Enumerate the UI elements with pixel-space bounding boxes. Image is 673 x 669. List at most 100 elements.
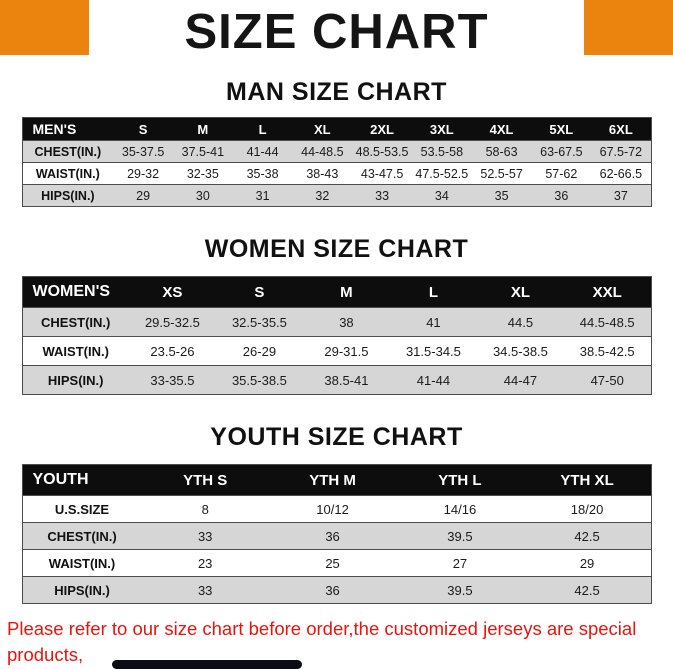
women-size-header-cell: L [389,276,477,308]
men-value-cell: 43-47.5 [352,162,412,185]
men-size-header-cell: L [232,117,293,141]
youth-value-cell: 23 [141,549,269,577]
corner-decoration-right [584,0,673,55]
women-table-title-cell: WOMEN'S [22,276,129,308]
men-size-header-cell: XL [292,117,353,141]
youth-row-label: CHEST(IN.) [22,522,142,550]
youth-table-row: CHEST(IN.) 33 36 39.5 42.5 [22,522,651,550]
men-value-cell: 29 [113,184,173,207]
footer-note: Please refer to our size chart before or… [0,616,673,669]
women-value-cell: 44.5 [476,307,564,337]
women-value-cell: 34.5-38.5 [476,336,564,366]
youth-value-cell: 18/20 [523,495,651,523]
men-value-cell: 35 [471,184,532,207]
women-value-cell: 32.5-35.5 [215,307,303,337]
men-size-header-cell: 6XL [591,117,651,141]
men-row-label: HIPS(IN.) [22,184,114,207]
youth-value-cell: 27 [396,549,524,577]
youth-size-table: YOUTH YTH S YTH M YTH L YTH XL U.S.SIZE 8 10/12… [21,464,652,604]
men-value-cell: 44-48.5 [292,140,353,163]
women-size-header-cell: XXL [563,276,651,308]
youth-row-label: U.S.SIZE [22,495,142,523]
women-table-row: HIPS(IN.) 33-35.5 35.5-38.5 38.5-41 41-44 44-… [22,365,651,395]
women-header-row: WOMEN'S XS S M L XL XXL [22,276,651,308]
men-value-cell: 35-37.5 [113,140,173,163]
men-value-cell: 52.5-57 [471,162,532,185]
men-size-header-cell: S [113,117,173,141]
women-section-heading: WOMEN SIZE CHART [204,235,469,263]
women-value-cell: 31.5-34.5 [389,336,477,366]
men-value-cell: 37 [591,184,651,207]
women-size-chart-section: WOMEN SIZE CHART WOMEN'S XS S M L XL XXL CHEST(I… [0,235,673,395]
youth-value-cell: 33 [141,576,269,604]
youth-value-cell: 36 [268,522,397,550]
men-size-header-cell: M [172,117,233,141]
women-value-cell: 38.5-42.5 [563,336,651,366]
youth-size-header-cell: YTH S [141,464,269,496]
youth-value-cell: 39.5 [396,522,524,550]
women-row-label: WAIST(IN.) [22,336,129,366]
youth-size-header-cell: YTH L [396,464,524,496]
youth-size-chart-section: YOUTH SIZE CHART YOUTH YTH S YTH M YTH L YTH … [0,423,673,604]
women-size-table: WOMEN'S XS S M L XL XXL CHEST(IN.) 29.5-32.5 32.5… [21,276,652,395]
women-value-cell: 38.5-41 [302,365,390,395]
women-size-header-cell: XS [128,276,216,308]
men-value-cell: 48.5-53.5 [352,140,412,163]
women-size-header-cell: M [302,276,390,308]
size-chart-sections: MAN SIZE CHART MEN'S S M L XL 2XL 3XL 4XL 5XL 6XL C… [0,78,673,604]
men-header-row: MEN'S S M L XL 2XL 3XL 4XL 5XL 6XL [22,117,651,141]
women-value-cell: 23.5-26 [128,336,216,366]
men-value-cell: 63-67.5 [531,140,592,163]
youth-table-title-cell: YOUTH [22,464,142,496]
women-row-label: HIPS(IN.) [22,365,129,395]
women-table-row: WAIST(IN.) 23.5-26 26-29 29-31.5 31.5-34.5 34… [22,336,651,366]
youth-size-header-cell: YTH XL [523,464,651,496]
women-table-row: CHEST(IN.) 29.5-32.5 32.5-35.5 38 41 44.5 44.5… [22,307,651,337]
men-value-cell: 29-32 [113,162,173,185]
men-size-header-cell: 5XL [531,117,592,141]
youth-value-cell: 14/16 [396,495,524,523]
youth-value-cell: 25 [268,549,397,577]
men-size-header-cell: 4XL [471,117,532,141]
youth-header-row: YOUTH YTH S YTH M YTH L YTH XL [22,464,651,496]
women-value-cell: 41 [389,307,477,337]
men-value-cell: 58-63 [471,140,532,163]
youth-value-cell: 39.5 [396,576,524,604]
youth-row-label: HIPS(IN.) [22,576,142,604]
men-value-cell: 53.5-58 [411,140,472,163]
men-value-cell: 62-66.5 [591,162,651,185]
men-table-row: HIPS(IN.) 29 30 31 32 33 34 35 36 37 [22,184,651,207]
corner-decoration-left [0,0,89,55]
youth-value-cell: 36 [268,576,397,604]
page-title: SIZE CHART [184,5,489,59]
men-value-cell: 32 [292,184,353,207]
men-value-cell: 35-38 [232,162,293,185]
men-value-cell: 31 [232,184,293,207]
men-row-label: CHEST(IN.) [22,140,114,163]
men-value-cell: 32-35 [172,162,233,185]
men-size-header-cell: 2XL [352,117,412,141]
men-value-cell: 47.5-52.5 [411,162,472,185]
men-value-cell: 67.5-72 [591,140,651,163]
men-section-heading: MAN SIZE CHART [226,78,447,106]
men-size-table: MEN'S S M L XL 2XL 3XL 4XL 5XL 6XL CHEST(IN.) 35-37… [21,117,652,207]
youth-value-cell: 10/12 [268,495,397,523]
men-value-cell: 38-43 [292,162,353,185]
men-value-cell: 34 [411,184,472,207]
women-value-cell: 41-44 [389,365,477,395]
women-value-cell: 33-35.5 [128,365,216,395]
men-row-label: WAIST(IN.) [22,162,114,185]
title-banner: SIZE CHART [0,0,673,66]
youth-section-heading: YOUTH SIZE CHART [210,423,463,451]
youth-value-cell: 42.5 [523,576,651,604]
men-value-cell: 30 [172,184,233,207]
men-value-cell: 33 [352,184,412,207]
youth-size-header-cell: YTH M [268,464,397,496]
women-value-cell: 44-47 [476,365,564,395]
women-value-cell: 29.5-32.5 [128,307,216,337]
women-value-cell: 26-29 [215,336,303,366]
youth-table-row: U.S.SIZE 8 10/12 14/16 18/20 [22,495,651,523]
men-table-title-cell: MEN'S [22,117,114,141]
youth-table-row: WAIST(IN.) 23 25 27 29 [22,549,651,577]
women-size-header-cell: XL [476,276,564,308]
